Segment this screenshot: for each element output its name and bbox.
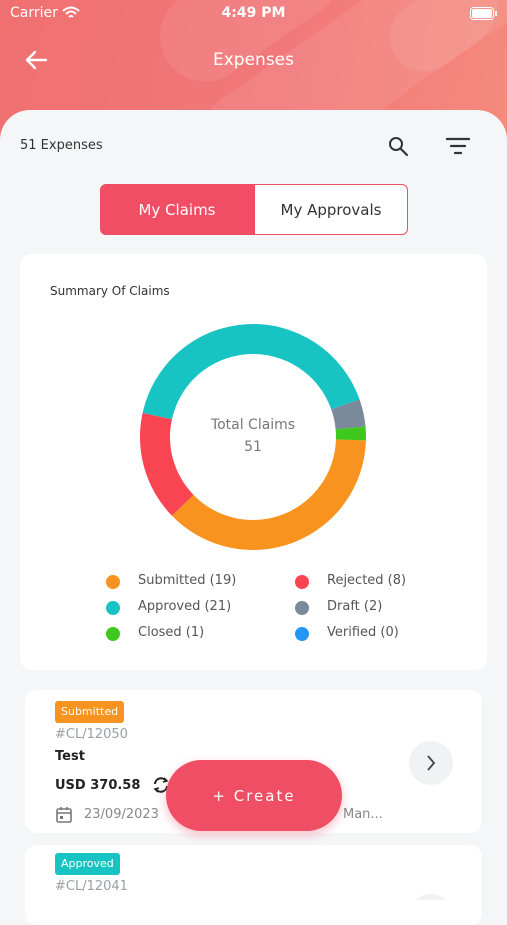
- tab-my-claims[interactable]: My Claims: [100, 184, 254, 235]
- claim-amount: USD 370.58: [55, 778, 141, 793]
- legend-swatch: [106, 601, 120, 615]
- claim-id: #CL/12050: [55, 727, 128, 742]
- legend-label: Closed (1): [138, 625, 205, 640]
- legend-swatch: [295, 627, 309, 641]
- time: 4:49 PM: [221, 5, 286, 21]
- legend-swatch: [295, 575, 309, 589]
- search-button[interactable]: [388, 136, 410, 158]
- donut-chart: Total Claims 51: [140, 323, 367, 551]
- legend-label: Submitted (19): [138, 573, 237, 588]
- chart-card: [20, 254, 487, 670]
- expense-count: 51 Expenses: [20, 138, 103, 153]
- page-title: Expenses: [213, 50, 294, 70]
- claim-name: Test: [55, 749, 85, 764]
- donut-segment: [140, 412, 194, 516]
- screen: {"status_bar": {"carrier": "Carrier", "t…: [0, 0, 507, 900]
- status-badge: Approved: [55, 853, 120, 875]
- legend-label: Approved (21): [138, 599, 232, 614]
- legend-label: Rejected (8): [327, 573, 407, 588]
- claim-owner: Man...: [343, 807, 383, 822]
- center-value: 51: [244, 439, 262, 455]
- donut-segment: [142, 323, 360, 420]
- donut-segment: [331, 399, 366, 430]
- donut-segment: [171, 439, 366, 551]
- open-claim-button[interactable]: [408, 893, 454, 900]
- calendar-icon: [56, 807, 72, 823]
- status-badge: Submitted: [55, 701, 125, 723]
- center-label: Total Claims: [210, 417, 295, 433]
- wifi-icon: [62, 6, 80, 18]
- claim-id: #CL/12041: [55, 879, 128, 894]
- create-button[interactable]: + Create: [166, 760, 342, 831]
- back-button[interactable]: [24, 50, 48, 70]
- open-claim-button[interactable]: [408, 740, 454, 786]
- legend-label: Verified (0): [327, 625, 399, 640]
- carrier: Carrier: [10, 5, 58, 21]
- claim-date: 23/09/2023: [84, 807, 159, 822]
- tab-my-approvals[interactable]: My Approvals: [254, 184, 408, 235]
- filter-button[interactable]: [446, 137, 470, 155]
- legend-swatch: [106, 575, 120, 589]
- chart-title: Summary Of Claims: [50, 284, 170, 298]
- donut-segment: [335, 426, 367, 441]
- legend-swatch: [295, 601, 309, 615]
- legend-swatch: [106, 627, 120, 641]
- legend-label: Draft (2): [327, 599, 383, 614]
- battery-icon: [470, 7, 497, 20]
